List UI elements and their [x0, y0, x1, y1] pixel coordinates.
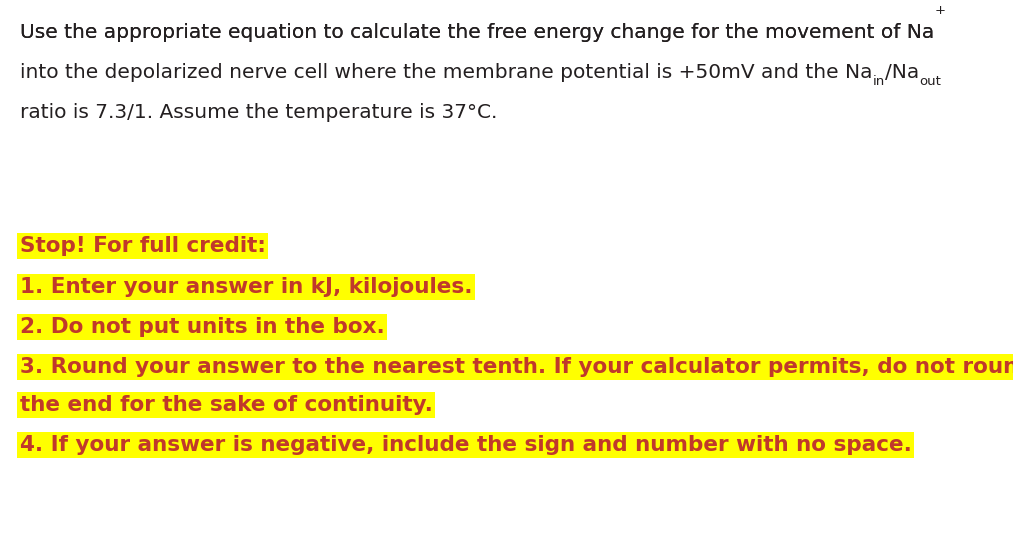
Text: Use the appropriate equation to calculate the free energy change for the movemen: Use the appropriate equation to calculat… [20, 23, 934, 42]
Text: +: + [934, 4, 945, 18]
Text: into the depolarized nerve cell where the membrane potential is +50mV and the Na: into the depolarized nerve cell where th… [20, 63, 872, 82]
Text: /Na: /Na [884, 63, 919, 82]
Text: ratio is 7.3/1. Assume the temperature is 37°C.: ratio is 7.3/1. Assume the temperature i… [20, 103, 497, 122]
Text: Use the appropriate equation to calculate the free energy change for the movemen: Use the appropriate equation to calculat… [20, 23, 934, 42]
Text: 1. Enter your answer in kJ, kilojoules.: 1. Enter your answer in kJ, kilojoules. [20, 277, 472, 297]
Text: in: in [872, 75, 884, 88]
Text: Stop! For full credit:: Stop! For full credit: [20, 236, 265, 256]
Text: out: out [919, 75, 941, 88]
Text: 4. If your answer is negative, include the sign and number with no space.: 4. If your answer is negative, include t… [20, 435, 912, 455]
Text: 2. Do not put units in the box.: 2. Do not put units in the box. [20, 317, 385, 337]
Text: the end for the sake of continuity.: the end for the sake of continuity. [20, 395, 433, 415]
Text: 3. Round your answer to the nearest tenth. If your calculator permits, do not ro: 3. Round your answer to the nearest tent… [20, 357, 1013, 377]
